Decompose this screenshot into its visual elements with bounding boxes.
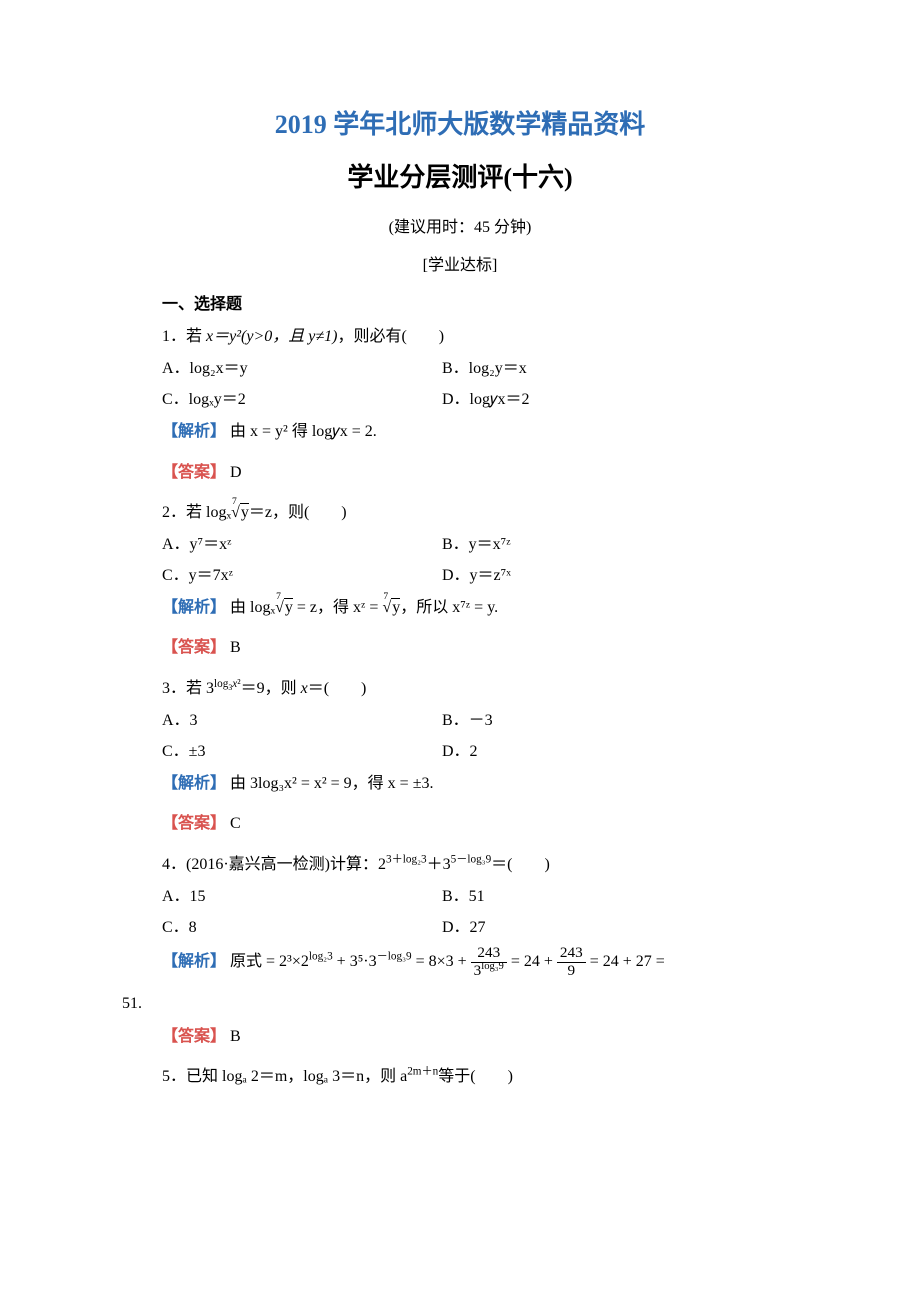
q1-options-row1: A．log₂x＝y B．log₂y＝x (162, 354, 790, 384)
q4-mid1: = 24 + (507, 953, 557, 970)
q3-options-row1: A．3 B．－3 (162, 706, 790, 736)
root-arg: y (284, 598, 293, 616)
q3-options-row2: C．±3 D．2 (162, 737, 790, 767)
analysis-label: 【解析】 (162, 775, 226, 792)
q1-stem-prefix: 1．若 (162, 328, 206, 345)
q5-exp: 2m＋n (407, 1066, 438, 1078)
q2-stem: 2．若 logₓ7√y＝z，则( ) (162, 498, 790, 528)
analysis-label: 【解析】 (162, 953, 226, 970)
q4-prefix: 4．(2016·嘉兴高一检测)计算：2 (162, 856, 386, 873)
doc-title-blue: 2019 学年北师大版数学精品资料 (130, 100, 790, 149)
q4-opt-d: D．27 (442, 913, 790, 943)
q2-stem-prefix: 2．若 logₓ (162, 504, 231, 521)
q4-opt-c: C．8 (162, 913, 442, 943)
q4-opt-b: B．51 (442, 882, 790, 912)
fraction: 2433log₃9 (471, 945, 507, 979)
time-hint: (建议用时：45 分钟) (130, 213, 790, 243)
q1-stem-suffix: ，则必有( ) (337, 328, 444, 345)
q1-analysis: 【解析】 由 x = y² 得 log𝑦x = 2. (162, 417, 790, 447)
root-arg: y (391, 598, 400, 616)
root-degree: 7 (383, 588, 388, 606)
q3-opt-c: C．±3 (162, 737, 442, 767)
q1-answer: 【答案】 D (162, 458, 790, 488)
q1-opt-c: C．logₓy＝2 (162, 385, 442, 415)
q4-answer: 【答案】 B (162, 1022, 790, 1052)
answer-label: 【答案】 (162, 815, 226, 832)
q1-opt-a: A．log₂x＝y (162, 354, 442, 384)
q4-stem: 4．(2016·嘉兴高一检测)计算：23＋log₂3＋35－log₃9＝( ) (162, 850, 790, 880)
analysis-label: 【解析】 (162, 423, 226, 440)
q4-options-row1: A．15 B．51 (162, 882, 790, 912)
answer-label: 【答案】 (162, 1028, 226, 1045)
q2-opt-b: B．y＝x⁷ᶻ (442, 530, 790, 560)
q4-a-e1: log₂3 (309, 951, 333, 963)
q2-analysis-1: 由 logₓ (226, 599, 275, 616)
q4-options-row2: C．8 D．27 (162, 913, 790, 943)
q3-opt-a: A．3 (162, 706, 442, 736)
q4-result-line: 51. (122, 989, 790, 1019)
q2-opt-a: A．y⁷＝xᶻ (162, 530, 442, 560)
root-degree: 7 (232, 493, 237, 511)
q4-a-e2: －log₃9 (377, 951, 412, 963)
q3-analysis: 【解析】 由 3log₃x² = x² = 9，得 x = ±3. (162, 769, 790, 799)
frac2-den: 9 (557, 963, 586, 980)
q4-tail: = 24 + 27 = (586, 953, 665, 970)
q2-analysis-2: = z，得 xᶻ = (293, 599, 383, 616)
analysis-label: 【解析】 (162, 599, 226, 616)
q3-analysis-text: 由 3log₃x² = x² = 9，得 x = ±3. (226, 775, 433, 792)
frac1-den: 3log₃9 (471, 963, 507, 980)
q4-opt-a: A．15 (162, 882, 442, 912)
q1-analysis-text: 由 x = y² 得 log𝑦x = 2. (226, 423, 377, 440)
q3-answer-value: C (226, 815, 241, 832)
q4-suffix: ＝( ) (491, 856, 550, 873)
q2-analysis-3: ，所以 x⁷ᶻ = y. (400, 599, 498, 616)
q4-answer-value: B (226, 1028, 241, 1045)
q3-answer: 【答案】 C (162, 809, 790, 839)
q5-prefix: 5．已知 logₐ 2＝m，logₐ 3＝n，则 a (162, 1068, 407, 1085)
part-label: 一、选择题 (162, 290, 790, 320)
root-icon: 7√y (382, 593, 400, 623)
answer-label: 【答案】 (162, 464, 226, 481)
fraction: 2439 (557, 945, 586, 979)
q4-mid: ＋3 (427, 856, 451, 873)
answer-label: 【答案】 (162, 639, 226, 656)
q1-stem: 1．若 x＝y²(y>0，且 y≠1)，则必有( ) (162, 322, 790, 352)
root-icon: 7√y (275, 593, 293, 623)
q3-opt-d: D．2 (442, 737, 790, 767)
q3-stem: 3．若 3log3x²＝9，则 x＝( ) (162, 674, 790, 704)
q2-opt-c: C．y＝7xᶻ (162, 561, 442, 591)
q2-answer: 【答案】 B (162, 633, 790, 663)
frac2-num: 243 (557, 945, 586, 963)
q4-analysis: 【解析】 原式 = 2³×2log₂3 + 3⁵·3－log₃9 = 8×3 +… (162, 945, 790, 979)
section-bracket: [学业达标] (130, 251, 790, 281)
doc-title-black: 学业分层测评(十六) (130, 153, 790, 202)
q3-opt-b: B．－3 (442, 706, 790, 736)
q5-stem: 5．已知 logₐ 2＝m，logₐ 3＝n，则 a2m＋n等于( ) (162, 1062, 790, 1092)
root-arg: y (240, 503, 249, 521)
q1-answer-value: D (226, 464, 242, 481)
q1-opt-b: B．log₂y＝x (442, 354, 790, 384)
q4-exp1: 3＋log₂3 (386, 853, 427, 865)
q3-exp: log3x² (214, 678, 241, 690)
q2-stem-suffix: ＝z，则( ) (249, 504, 347, 521)
q2-answer-value: B (226, 639, 241, 656)
q2-options-row1: A．y⁷＝xᶻ B．y＝x⁷ᶻ (162, 530, 790, 560)
q2-opt-d: D．y＝z⁷ˣ (442, 561, 790, 591)
q4-exp2: 5－log₃9 (451, 853, 492, 865)
q5-suffix: 等于( ) (438, 1068, 513, 1085)
q1-options-row2: C．logₓy＝2 D．log𝑦x＝2 (162, 385, 790, 415)
root-icon: 7√y (231, 498, 249, 528)
q1-stem-math: x＝y²(y>0，且 y≠1) (206, 328, 337, 345)
q2-options-row2: C．y＝7xᶻ D．y＝z⁷ˣ (162, 561, 790, 591)
root-degree: 7 (276, 588, 281, 606)
q1-opt-d: D．log𝑦x＝2 (442, 385, 790, 415)
q2-analysis: 【解析】 由 logₓ7√y = z，得 xᶻ = 7√y，所以 x⁷ᶻ = y… (162, 593, 790, 623)
